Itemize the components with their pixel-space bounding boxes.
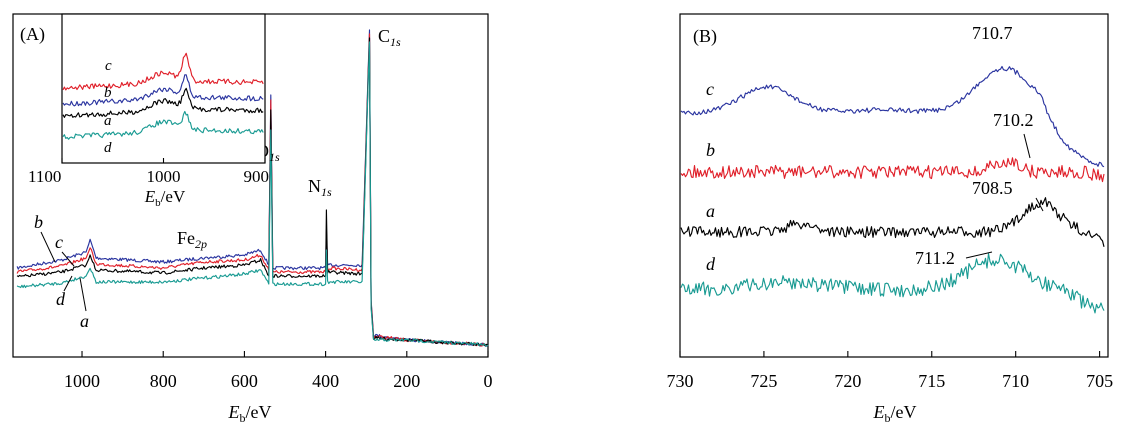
panel-b-x-ticks: 730 725 720 715 710 705 (667, 351, 1113, 391)
inset-label-c: c (105, 58, 112, 74)
panel-b-label: (B) (693, 26, 717, 47)
panel-b-label-d: d (706, 254, 716, 274)
panel-b-x-axis-title: Eb/eV (873, 402, 917, 425)
leader-b (40, 231, 56, 263)
inset-x-ticks: 1100 1000 900 (28, 158, 269, 186)
panel-b-tick-label-715: 715 (918, 371, 945, 391)
panel-b-label-b: b (706, 140, 715, 160)
panel-b-trace-a (680, 197, 1105, 247)
peak-label-d: 711.2 (915, 248, 955, 268)
panel-b-xlabel-unit: /eV (891, 402, 917, 422)
panel-a-tick-label-200: 200 (393, 371, 420, 391)
panel-a-x-axis-title: Eb/eV (228, 402, 272, 425)
leader-c (61, 251, 75, 267)
inset-x-axis-title: Eb/eV (144, 187, 186, 209)
panel-b-trace-c (680, 65, 1105, 168)
panel-a-tick-label-600: 600 (231, 371, 258, 391)
panel-b-tick-label-725: 725 (750, 371, 777, 391)
panel-a-label-a: a (80, 311, 89, 331)
panel-a-tick-label-800: 800 (150, 371, 177, 391)
panel-a-xlabel-main: E (228, 402, 240, 422)
panel-b-frame (679, 13, 1109, 358)
panel-a-x-ticks: 1000 800 600 400 200 0 (64, 351, 493, 391)
panel-a-trace-d (16, 41, 489, 347)
peak-leader-d (965, 251, 993, 259)
inset-xlabel-unit: /eV (161, 187, 186, 206)
panel-b-xlabel-main: E (873, 402, 885, 422)
panel-a-xlabel-sub: b (240, 411, 246, 425)
inset-traces (62, 52, 264, 140)
leader-a (79, 277, 87, 312)
annotation-fe2p-sub: 2p (195, 237, 207, 251)
inset-tick-label-900: 900 (244, 167, 270, 186)
inset-label-a: a (104, 113, 112, 129)
inset-xlabel-main: E (144, 187, 156, 206)
inset-tick-label-1000: 1000 (147, 167, 181, 186)
peak-label-a: 708.5 (972, 178, 1013, 198)
panel-b-label-a: a (706, 201, 715, 221)
inset-trace-b (62, 74, 264, 107)
panel-b-xlabel-sub: b (885, 411, 891, 425)
peak-label-c: 710.7 (972, 23, 1013, 43)
panel-b-traces (680, 65, 1105, 314)
inset-trace-c (62, 52, 264, 91)
inset-label-b: b (104, 85, 112, 101)
panel-b-trace-b (680, 157, 1105, 183)
inset-label-d: d (104, 140, 112, 156)
annotation-c1s-sub: 1s (390, 35, 401, 49)
panel-a-tick-label-0: 0 (484, 371, 493, 391)
leader-d (63, 275, 73, 292)
annotation-n1s: N1s (308, 176, 332, 199)
panel-a-label-c: c (55, 232, 63, 252)
annotation-fe2p: Fe2p (177, 228, 207, 251)
peak-leader-a (1035, 197, 1044, 212)
panel-a-label-d: d (56, 289, 66, 309)
panel-b-trace-d (680, 253, 1105, 314)
panel-b: (B) 730 725 720 715 710 705 Eb/eV c b a d 710… (667, 13, 1113, 425)
panel-a-traces (16, 29, 489, 347)
peak-leader-b (1023, 133, 1031, 159)
panel-a-label: (A) (20, 24, 45, 45)
panel-a-xlabel-unit: /eV (246, 402, 272, 422)
panel-b-tick-label-705: 705 (1086, 371, 1113, 391)
annotation-n1s-sub: 1s (321, 185, 332, 199)
inset-trace-d (62, 110, 264, 140)
annotation-o1s-sub: 1s (269, 150, 280, 164)
annotation-fe2p-main: Fe (177, 228, 195, 248)
inset-tick-label-1100: 1100 (28, 167, 61, 186)
panel-b-label-c: c (706, 79, 714, 99)
annotation-c1s: C1s (378, 26, 401, 49)
inset-trace-a (62, 87, 264, 118)
annotation-n1s-main: N (308, 176, 321, 196)
panel-a-tick-label-1000: 1000 (64, 371, 100, 391)
peak-label-b: 710.2 (993, 110, 1034, 130)
panel-a-label-b: b (34, 212, 43, 232)
panel-b-tick-label-730: 730 (667, 371, 694, 391)
panel-b-tick-label-710: 710 (1002, 371, 1029, 391)
inset-chart: 1100 1000 900 Eb/eV c b a d (28, 13, 269, 209)
panel-a-tick-label-400: 400 (312, 371, 339, 391)
annotation-c1s-main: C (378, 26, 390, 46)
panel-b-tick-label-720: 720 (834, 371, 861, 391)
inset-xlabel-sub: b (155, 197, 161, 209)
